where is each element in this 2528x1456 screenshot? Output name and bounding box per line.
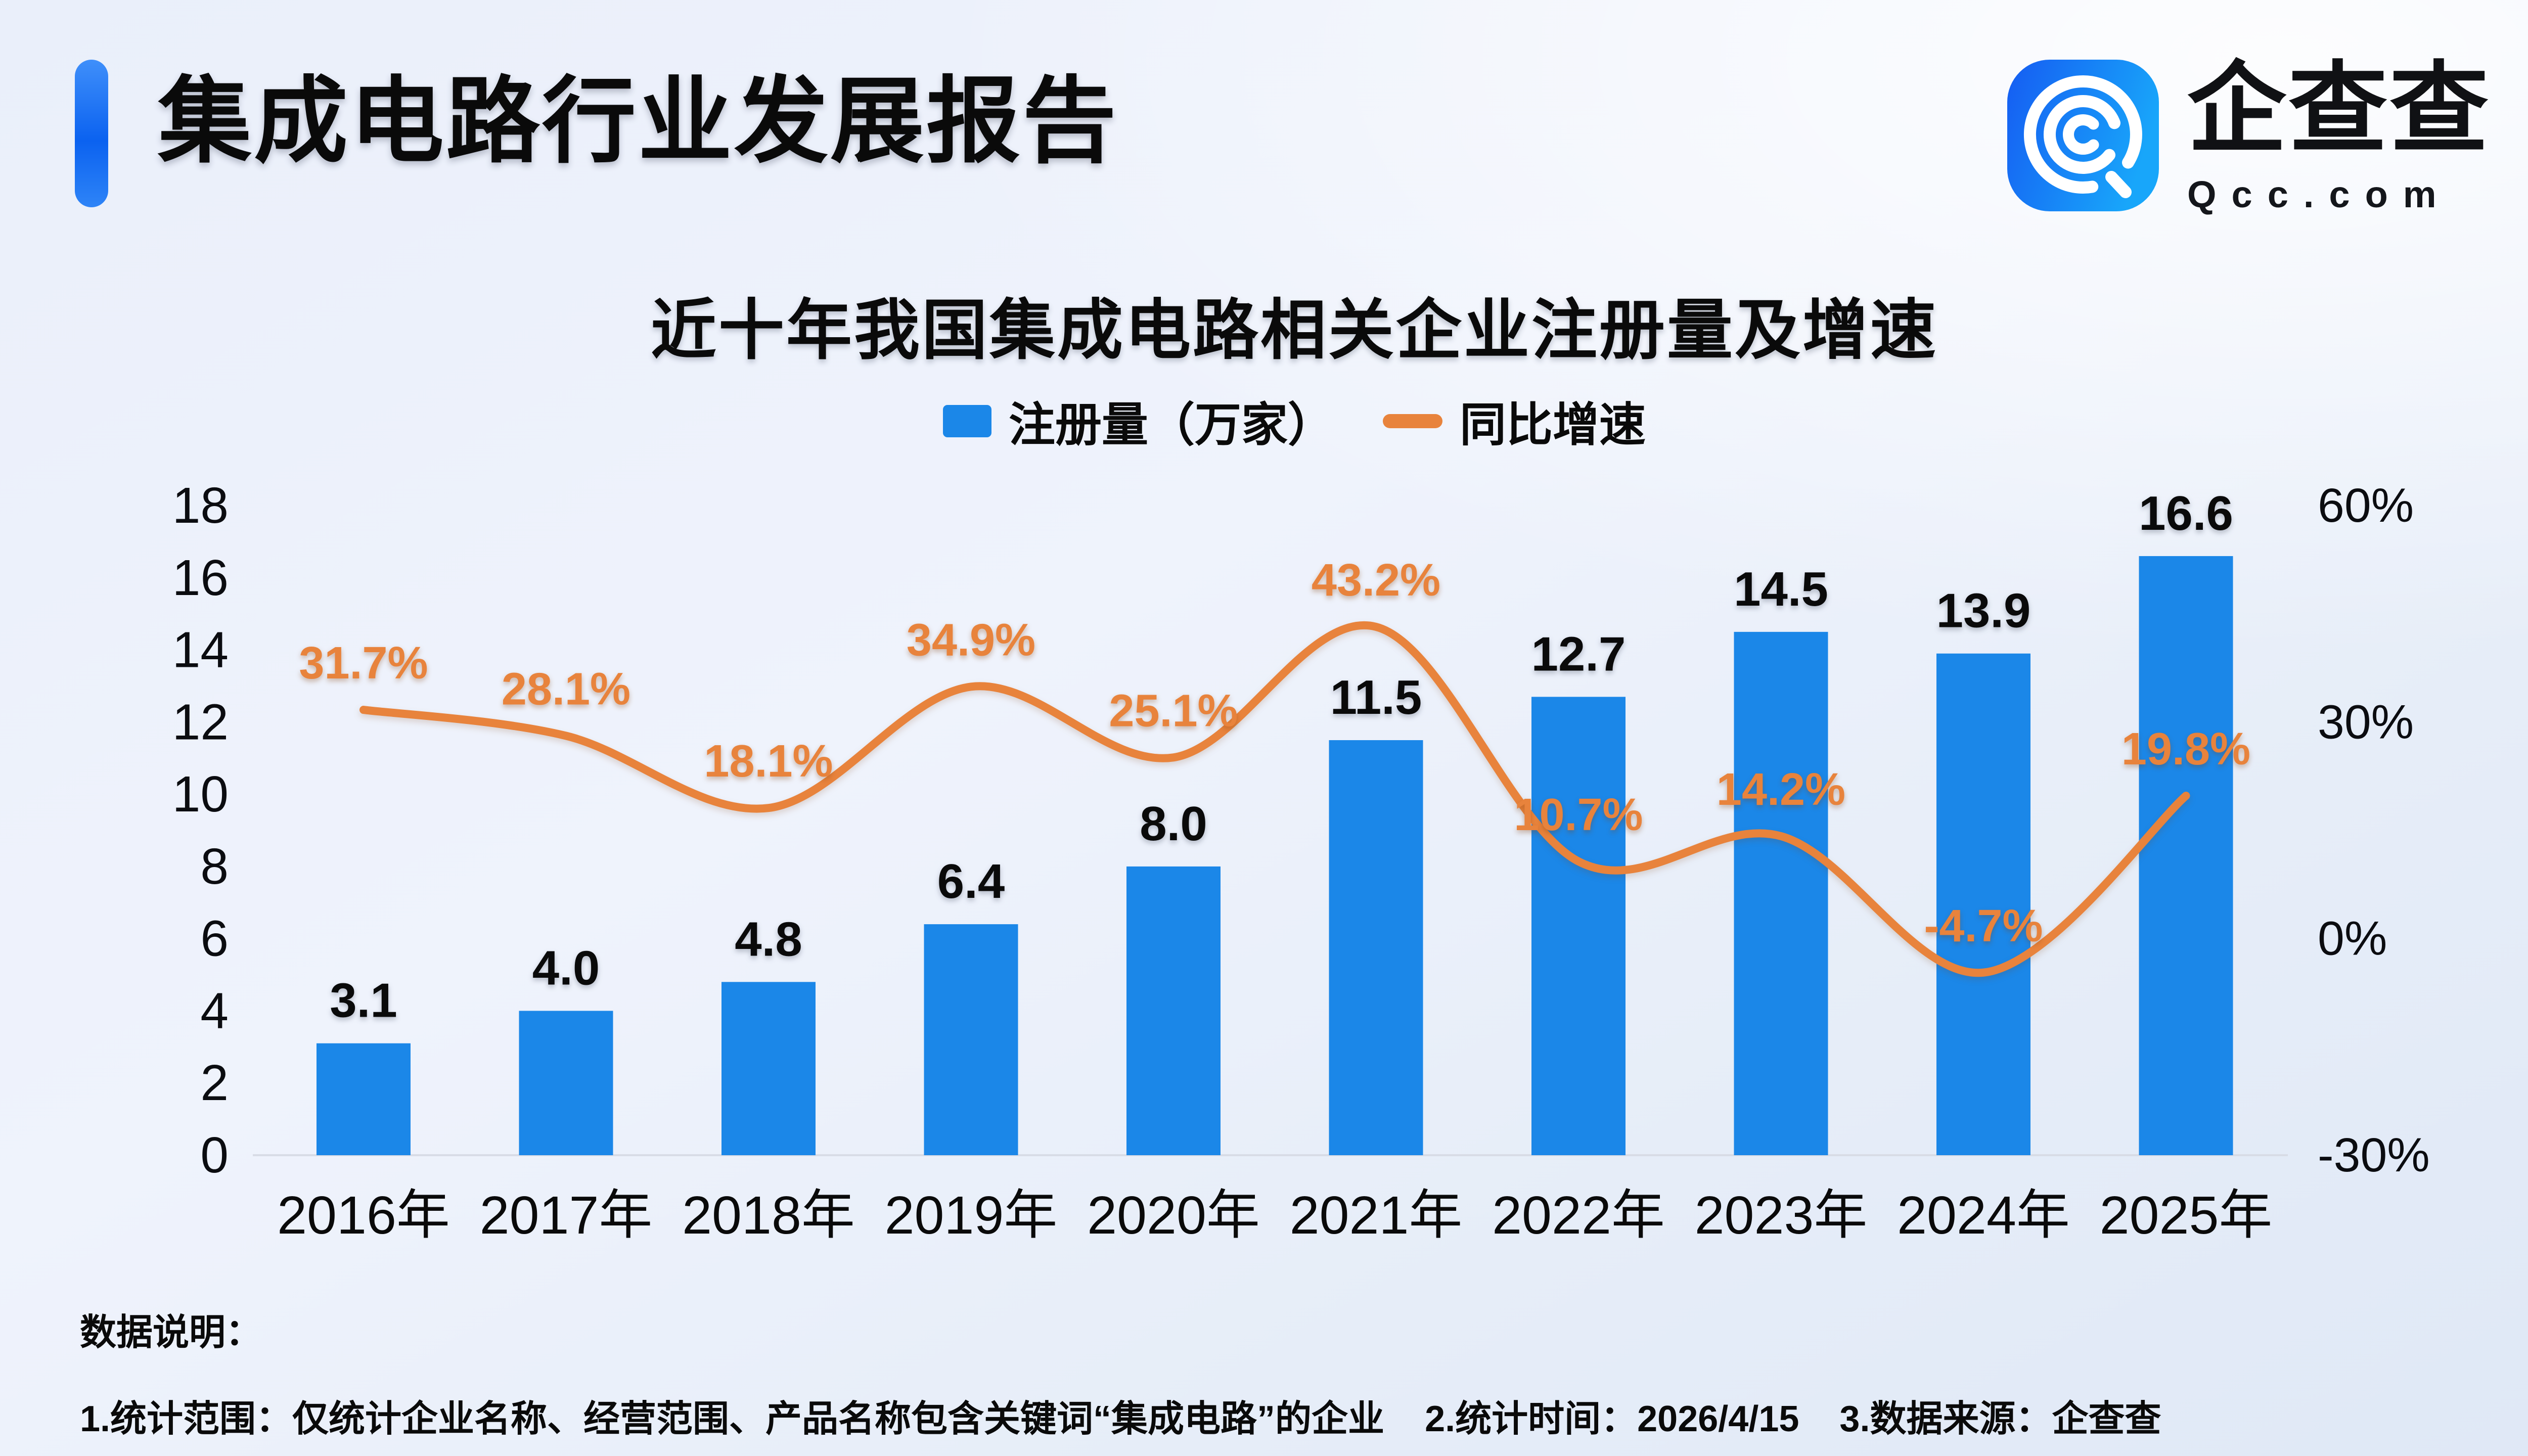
registrations-bar: [2139, 556, 2233, 1155]
registrations-bar: [1126, 866, 1221, 1155]
y-axis-left-tick: 2: [200, 1055, 229, 1111]
registrations-bar: [1734, 631, 1828, 1155]
x-axis-label: 2021年: [1290, 1186, 1463, 1245]
notes-line: 1.统计范围：仅统计企业名称、经营范围、产品名称包含关键词“集成电路”的企业 2…: [80, 1399, 2161, 1439]
bar-value-label: 8.0: [1140, 797, 1207, 851]
y-axis-left-tick: 6: [200, 911, 229, 967]
title-accent-bar: [75, 60, 108, 207]
growth-value-label: 10.7%: [1514, 790, 1643, 840]
registrations-bar: [1936, 653, 2030, 1155]
qcc-logo-text: 企查查 Qcc.com: [2187, 60, 2491, 216]
bar-series-swatch: [942, 404, 991, 437]
registrations-bar: [1329, 740, 1423, 1155]
chart-legend: 注册量（万家） 同比增速: [0, 387, 2528, 454]
x-axis-label: 2019年: [885, 1186, 1058, 1245]
x-axis-label: 2017年: [480, 1186, 653, 1245]
growth-value-label: 31.7%: [299, 638, 428, 689]
legend-item-growth: 同比增速: [1383, 387, 1646, 454]
y-axis-left-tick: 8: [200, 838, 229, 895]
y-axis-left-tick: 16: [172, 550, 229, 606]
growth-value-label: 18.1%: [704, 736, 833, 787]
y-axis-right-tick: 0%: [2318, 912, 2387, 966]
growth-value-label: 34.9%: [907, 615, 1035, 665]
registrations-bar: [1531, 697, 1626, 1155]
qcc-logo: 企查查 Qcc.com: [2007, 60, 2491, 216]
registrations-bar: [924, 924, 1018, 1155]
bar-value-label: 11.5: [1330, 670, 1422, 724]
y-axis-left-tick: 0: [200, 1127, 229, 1184]
qcc-logo-name: 企查查: [2187, 54, 2491, 164]
combo-chart: 0 2 4 6 8 10 12 14 16 18 -30% 0% 30% 60% 2016年 2017年 201…: [172, 477, 2430, 1245]
bar-value-label: 4.0: [532, 941, 600, 995]
bar-value-label: 12.7: [1531, 627, 1626, 681]
growth-line: [359, 621, 2190, 977]
notes-heading: 数据说明：: [80, 1312, 262, 1353]
legend-label-growth: 同比增速: [1460, 399, 1646, 451]
bar-value-label: 4.8: [735, 912, 802, 966]
y-axis-right-tick: 60%: [2318, 479, 2414, 532]
chart-title: 近十年我国集成电路相关企业注册量及增速: [650, 293, 1938, 367]
growth-value-label: -4.7%: [1924, 901, 2043, 951]
registrations-bar: [519, 1011, 613, 1155]
y-axis-right-tick: 30%: [2318, 695, 2414, 749]
x-axis-label: 2025年: [2100, 1186, 2273, 1245]
legend-item-registrations: 注册量（万家）: [942, 387, 1334, 454]
y-axis-left-tick: 14: [172, 622, 229, 678]
y-axis-left-tick: 10: [172, 766, 229, 823]
line-series-swatch: [1383, 414, 1442, 428]
y-axis-left-tick: 12: [172, 694, 229, 750]
x-axis-label: 2023年: [1695, 1186, 1868, 1245]
x-axis-label: 2018年: [682, 1186, 855, 1245]
registrations-bar: [317, 1043, 411, 1155]
y-axis-right-tick: -30%: [2318, 1128, 2430, 1182]
page-title: 集成电路行业发展报告: [158, 69, 1119, 174]
growth-value-label: 14.2%: [1717, 764, 1845, 815]
x-axis-label: 2020年: [1087, 1186, 1260, 1245]
bar-value-label: 6.4: [937, 854, 1005, 908]
bar-value-label: 16.6: [2139, 486, 2233, 540]
notes: 数据说明： 1.统计范围：仅统计企业名称、经营范围、产品名称包含关键词“集成电路…: [80, 1302, 2161, 1442]
growth-value-label: 25.1%: [1109, 686, 1238, 736]
qcc-spiral-q-icon: [2007, 60, 2159, 211]
bar-value-label: 14.5: [1734, 562, 1828, 616]
growth-value-label: 28.1%: [502, 664, 630, 714]
y-axis-left-tick: 4: [200, 982, 229, 1039]
qcc-logo-domain: Qcc.com: [2187, 173, 2452, 215]
x-axis-label: 2024年: [1897, 1186, 2070, 1245]
bar-value-label: 13.9: [1936, 584, 2031, 638]
bar-value-label: 3.1: [330, 974, 397, 1028]
growth-value-label: 43.2%: [1312, 555, 1440, 606]
x-axis-label: 2022年: [1492, 1186, 1665, 1245]
x-axis-label: 2016年: [277, 1186, 450, 1245]
growth-value-label: 19.8%: [2121, 724, 2250, 775]
legend-label-registrations: 注册量（万家）: [1008, 399, 1334, 451]
y-axis-left-tick: 18: [172, 477, 229, 534]
registrations-bar: [721, 982, 816, 1155]
